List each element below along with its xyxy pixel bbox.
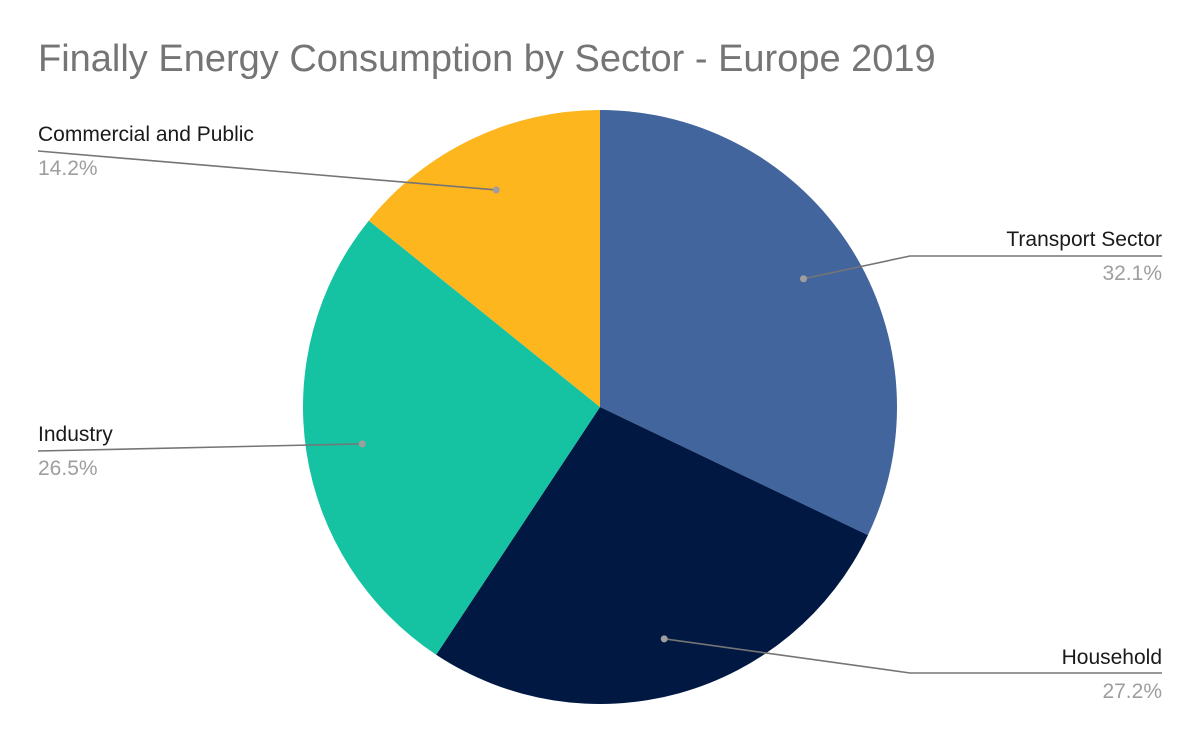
leader-dot-household: [660, 635, 668, 643]
pie-slice-household[interactable]: [436, 407, 868, 705]
leader-dot-industry: [358, 440, 366, 448]
leader-line-industry: [37, 443, 363, 452]
slice-label-commercial-and-public: Commercial and Public: [38, 123, 254, 146]
slice-label-transport-sector: Transport Sector: [1006, 228, 1162, 251]
leader-dot-commercial-and-public: [492, 186, 500, 194]
chart-title: Finally Energy Consumption by Sector - E…: [38, 38, 936, 80]
leader-line-household: [664, 638, 1162, 674]
pie-slice-industry[interactable]: [302, 220, 600, 655]
slice-value-household: 27.2%: [1102, 680, 1162, 703]
pie-slice-transport-sector[interactable]: [600, 110, 898, 536]
pie-slices: [302, 110, 898, 705]
slice-value-commercial-and-public: 14.2%: [38, 157, 98, 180]
slice-value-transport-sector: 32.1%: [1102, 262, 1162, 285]
pie-labels: Transport Sector 32.1% Household 27.2% Indus…: [37, 123, 1162, 703]
leader-line-commercial-and-public: [37, 150, 497, 191]
slice-value-industry: 26.5%: [38, 457, 98, 480]
leader-line-transport-sector: [803, 255, 1162, 280]
leader-dot-transport-sector: [800, 275, 808, 283]
slice-label-household: Household: [1062, 646, 1162, 669]
slice-label-industry: Industry: [38, 423, 113, 446]
